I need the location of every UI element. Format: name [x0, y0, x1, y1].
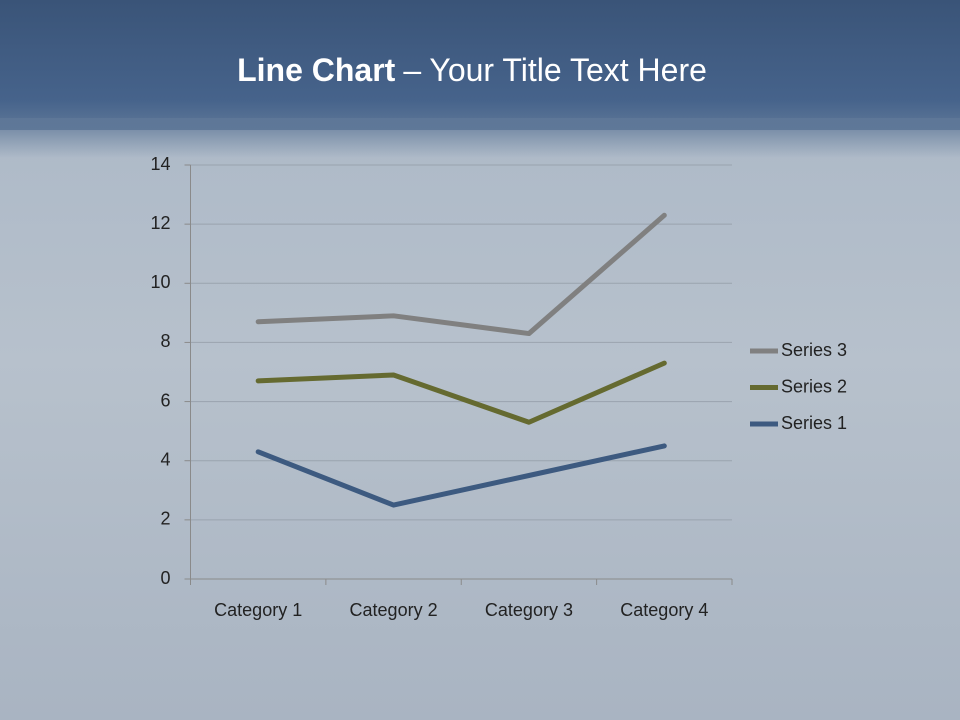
title-band	[0, 0, 960, 130]
legend-label: Series 3	[781, 340, 847, 360]
x-tick-label: Category 2	[350, 600, 438, 620]
y-tick-label: 12	[150, 213, 170, 233]
background-fade	[0, 118, 960, 158]
y-tick-label: 14	[150, 154, 170, 174]
legend-label: Series 2	[781, 376, 847, 396]
y-tick-label: 0	[160, 568, 170, 588]
x-tick-label: Category 3	[485, 600, 573, 620]
slide-title: Line Chart – Your Title Text Here	[0, 52, 944, 89]
series-line	[255, 212, 667, 337]
y-tick-label: 8	[160, 331, 170, 351]
legend-label: Series 1	[781, 413, 847, 433]
y-tick-label: 6	[160, 390, 170, 410]
y-tick-label: 2	[160, 509, 170, 529]
title-text: – Your Title Text Here	[403, 52, 707, 88]
series-line	[255, 360, 667, 425]
x-tick-label: Category 4	[620, 600, 708, 620]
title-bold: Line Chart	[237, 52, 396, 88]
y-tick-label: 4	[160, 449, 170, 469]
x-tick-label: Category 1	[214, 600, 302, 620]
series-line	[255, 443, 667, 508]
y-tick-label: 10	[150, 272, 170, 292]
